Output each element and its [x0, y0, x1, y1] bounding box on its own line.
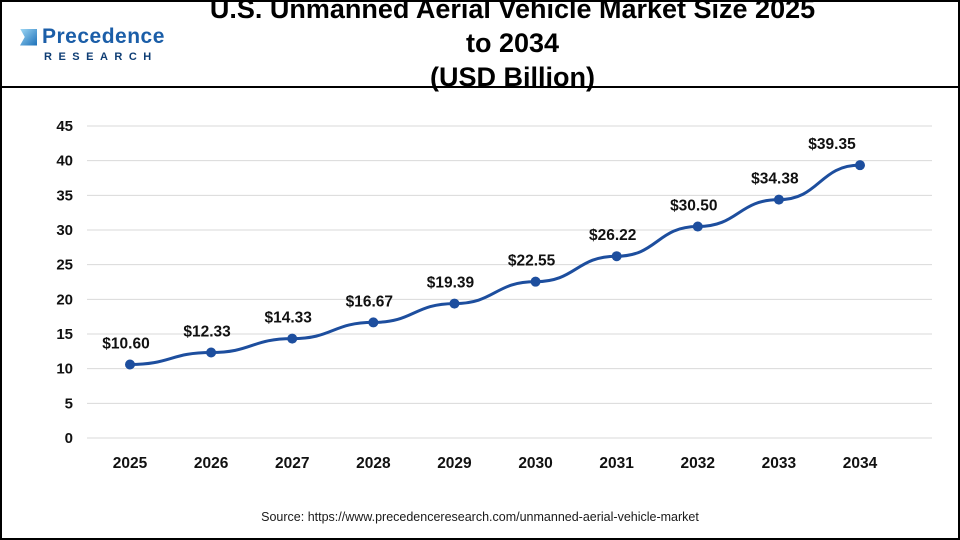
data-point: [287, 333, 298, 344]
logo-sub-text: RESEARCH: [44, 51, 158, 63]
y-tick-label: 5: [65, 395, 73, 412]
chart-area: 0 5 10 15 20 25 30 35 40 45 $10.60 2025 $12.33 2026 $1…: [2, 88, 958, 504]
series-line: [128, 163, 862, 367]
data-label: $30.50: [670, 198, 717, 215]
y-tick-label: 20: [56, 291, 73, 308]
data-point: [530, 276, 541, 287]
data-point: [773, 194, 784, 205]
y-tick-label: 15: [56, 326, 73, 343]
page-title-line2: (USD Billion): [430, 61, 595, 92]
data-point: [368, 317, 379, 328]
page-title-line1: U.S. Unmanned Aerial Vehicle Market Size…: [209, 0, 816, 59]
data-point: [125, 359, 135, 370]
logo-name-text: Precedence: [42, 25, 165, 48]
x-tick-label: 2030: [518, 455, 552, 472]
y-tick-label: 0: [65, 430, 73, 447]
y-tick-label: 10: [56, 361, 73, 378]
source-note: Source: https://www.precedenceresearch.c…: [261, 510, 699, 524]
data-label: $34.38: [751, 171, 799, 188]
data-point: [449, 298, 460, 309]
y-tick-label: 30: [56, 222, 73, 239]
data-label: $26.22: [589, 227, 636, 244]
data-label: $19.39: [427, 275, 475, 292]
data-point: [611, 251, 622, 262]
x-tick-label: 2028: [356, 455, 391, 472]
data-label: $22.55: [508, 253, 556, 270]
page-title: U.S. Unmanned Aerial Vehicle Market Size…: [205, 0, 940, 95]
header: Precedence RESEARCH U.S. Unmanned Aerial…: [2, 0, 958, 92]
y-tick-label: 35: [56, 187, 73, 204]
x-tick-label: 2031: [599, 455, 634, 472]
x-tick-label: 2034: [843, 455, 878, 472]
line-chart: 051015202530354045$10.602025$12.332026$1…: [56, 118, 932, 472]
precedence-logo-icon: [20, 28, 37, 46]
data-label: $16.67: [346, 293, 393, 310]
data-label: $10.60: [102, 336, 149, 353]
y-tick-label: 40: [56, 153, 73, 170]
x-tick-label: 2027: [275, 455, 309, 472]
data-label: $39.35: [808, 136, 856, 153]
x-tick-label: 2032: [681, 455, 715, 472]
data-point: [855, 160, 865, 171]
precedence-logo: Precedence RESEARCH: [20, 25, 205, 63]
data-label: $12.33: [183, 324, 231, 341]
y-tick-label: 25: [56, 257, 73, 274]
data-point: [692, 221, 703, 232]
x-tick-label: 2033: [762, 455, 797, 472]
x-tick-label: 2025: [113, 455, 148, 472]
x-tick-label: 2029: [437, 455, 472, 472]
data-point: [206, 347, 217, 358]
y-tick-label: 45: [56, 118, 73, 135]
x-tick-label: 2026: [194, 455, 229, 472]
data-label: $14.33: [265, 310, 313, 327]
